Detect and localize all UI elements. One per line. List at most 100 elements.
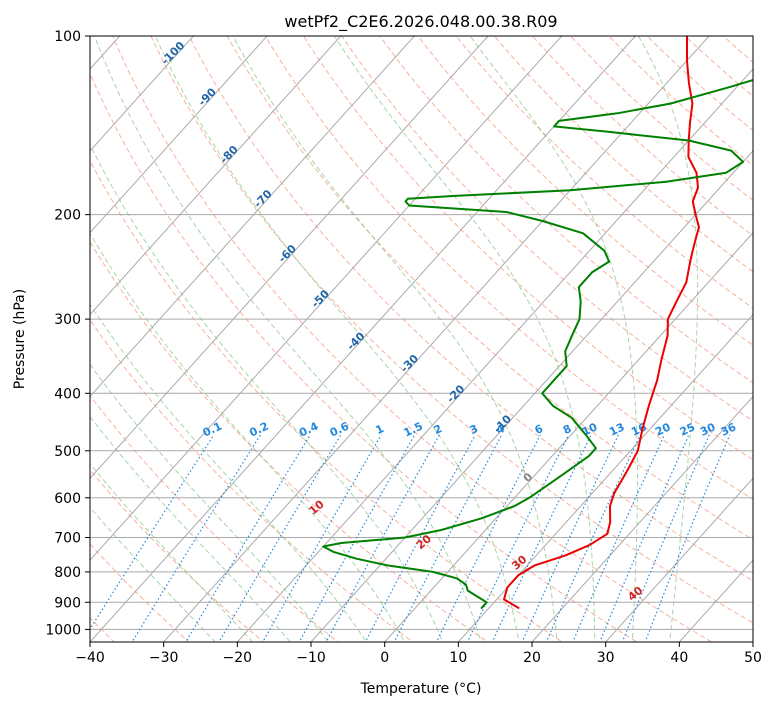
moist-adiabat-line: [154, 36, 520, 642]
x-tick-label: 20: [523, 650, 541, 666]
moist-adiabat-line: [90, 462, 254, 642]
mixing-ratio-line: [644, 434, 731, 642]
sounding-profiles: [322, 36, 753, 609]
mixing-ratio-line: [90, 434, 215, 631]
isotherm-line: [604, 477, 753, 642]
moist-adiabat-line: [90, 363, 329, 642]
moist-adiabat-line: [90, 415, 291, 642]
isotherm-line: [531, 395, 753, 642]
dry-adiabat-line: [226, 36, 753, 541]
isotherm-label: -100: [159, 39, 188, 68]
isotherm-line: [90, 36, 637, 642]
dry-adiabat-line: [646, 36, 753, 132]
x-tick-label: 40: [670, 650, 688, 666]
x-tick-label: −30: [149, 650, 179, 666]
isotherm-label: -50: [309, 287, 332, 310]
y-tick-label: 300: [54, 312, 81, 328]
mixing-ratio-label: 30: [698, 420, 718, 438]
y-tick-label: 500: [54, 444, 81, 460]
y-tick-label: 200: [54, 208, 81, 224]
isotherm-line: [90, 36, 563, 561]
dry-adiabat-line: [417, 36, 753, 346]
dry-adiabat-line: [90, 318, 414, 642]
mixing-ratio-line: [131, 434, 262, 642]
mixing-ratio-label: 6: [533, 422, 546, 437]
isotherm-line: [383, 231, 753, 642]
mixing-ratio-line: [466, 434, 570, 642]
x-axis-ticks: −40 −30 −20 −10 0 10 20 30 40 50: [75, 642, 762, 666]
moist-adiabat-line: [333, 36, 596, 642]
mixing-ratio-line: [185, 434, 311, 642]
isotherm-line: [752, 641, 753, 642]
x-tick-label: 0: [380, 650, 389, 666]
dry-adiabat-line: [90, 240, 489, 642]
mixing-ratio-label: 10: [580, 420, 600, 438]
mixing-ratio-line: [572, 434, 665, 642]
mixing-ratio-label: 25: [678, 421, 697, 439]
mixing-ratio-line: [364, 434, 476, 642]
x-tick-label: 10: [449, 650, 467, 666]
isotherm-label: -20: [444, 382, 467, 405]
isotherm-line: [90, 36, 342, 316]
y-tick-label: 900: [54, 595, 81, 611]
mixing-ratio-line: [262, 434, 382, 642]
mixing-ratio-label: 0.6: [328, 419, 351, 439]
isotherm-line: [310, 150, 753, 642]
dry-adiabat-line: [531, 36, 753, 237]
isotherm-label: -10: [491, 412, 514, 435]
chart-title: wetPf2_C2E6.2026.048.00.38.R09: [284, 12, 557, 32]
dry-adiabat-line: [150, 36, 753, 624]
mixing-ratio-label: 2: [432, 422, 444, 437]
dry-adiabat-line: [341, 36, 753, 422]
isotherm-line: [90, 36, 195, 152]
y-tick-label: 600: [54, 491, 81, 507]
mixing-ratio-line: [491, 434, 592, 642]
temperature-profile-line: [503, 36, 700, 609]
mixing-ratio-label: 1: [374, 422, 386, 437]
mixing-ratio-line: [621, 434, 710, 642]
moist-adiabat-line: [93, 36, 482, 642]
dry-adiabat-line: [90, 469, 265, 642]
dry-adiabat-line: [569, 36, 753, 201]
isotherm-line: [90, 36, 489, 480]
y-tick-label: 700: [54, 531, 81, 547]
dry-adiabat-line: [188, 36, 753, 582]
x-tick-label: −10: [296, 650, 326, 666]
isotherm-line: [0, 9, 71, 654]
dry-adiabat-line: [379, 36, 753, 384]
mixing-ratio-label: 36: [719, 420, 739, 438]
mixing-ratio-line: [435, 434, 541, 642]
mixing-ratio-label: 0.2: [247, 420, 270, 440]
x-tick-label: 30: [597, 650, 615, 666]
dewpoint-profile-line: [322, 79, 753, 609]
mixing-ratio-label: 0.4: [297, 419, 320, 439]
mixing-ratio-line: [298, 434, 416, 642]
y-axis-label: Pressure (hPa): [12, 289, 28, 389]
moist-adiabat-line: [90, 303, 367, 642]
isotherm-line: [678, 559, 753, 642]
moist-adiabat-line: [637, 36, 699, 642]
isotherm-line: [90, 36, 416, 398]
dry-adiabat-line: [90, 159, 564, 642]
mixing-ratio-label: 16: [629, 420, 649, 438]
mixing-ratio-line: [545, 434, 641, 642]
y-axis-ticks: 100 200 300 400 500 600 700 800 900 1000: [45, 29, 90, 638]
mixing-ratio-label: 0.1: [201, 420, 224, 440]
x-axis-label: Temperature (°C): [360, 681, 482, 697]
mixing-ratio-label: 20: [653, 420, 673, 438]
isotherm-line: [90, 36, 268, 234]
dry-adiabat-line: [608, 36, 753, 166]
y-tick-label: 100: [54, 29, 81, 45]
isotherm-label: -40: [344, 329, 367, 352]
isotherm-label: -60: [276, 242, 299, 265]
dry-adiabat-line: [264, 36, 753, 500]
mixing-ratio-line: [325, 434, 440, 642]
mixing-ratio-label: 1.5: [402, 420, 425, 440]
isotherm-line: [162, 36, 710, 642]
mixing-ratio-label: 13: [607, 421, 626, 439]
y-tick-label: 1000: [45, 622, 81, 638]
y-tick-label: 800: [54, 565, 81, 581]
x-tick-label: −40: [75, 650, 105, 666]
dry-adiabat-line: [493, 36, 753, 273]
